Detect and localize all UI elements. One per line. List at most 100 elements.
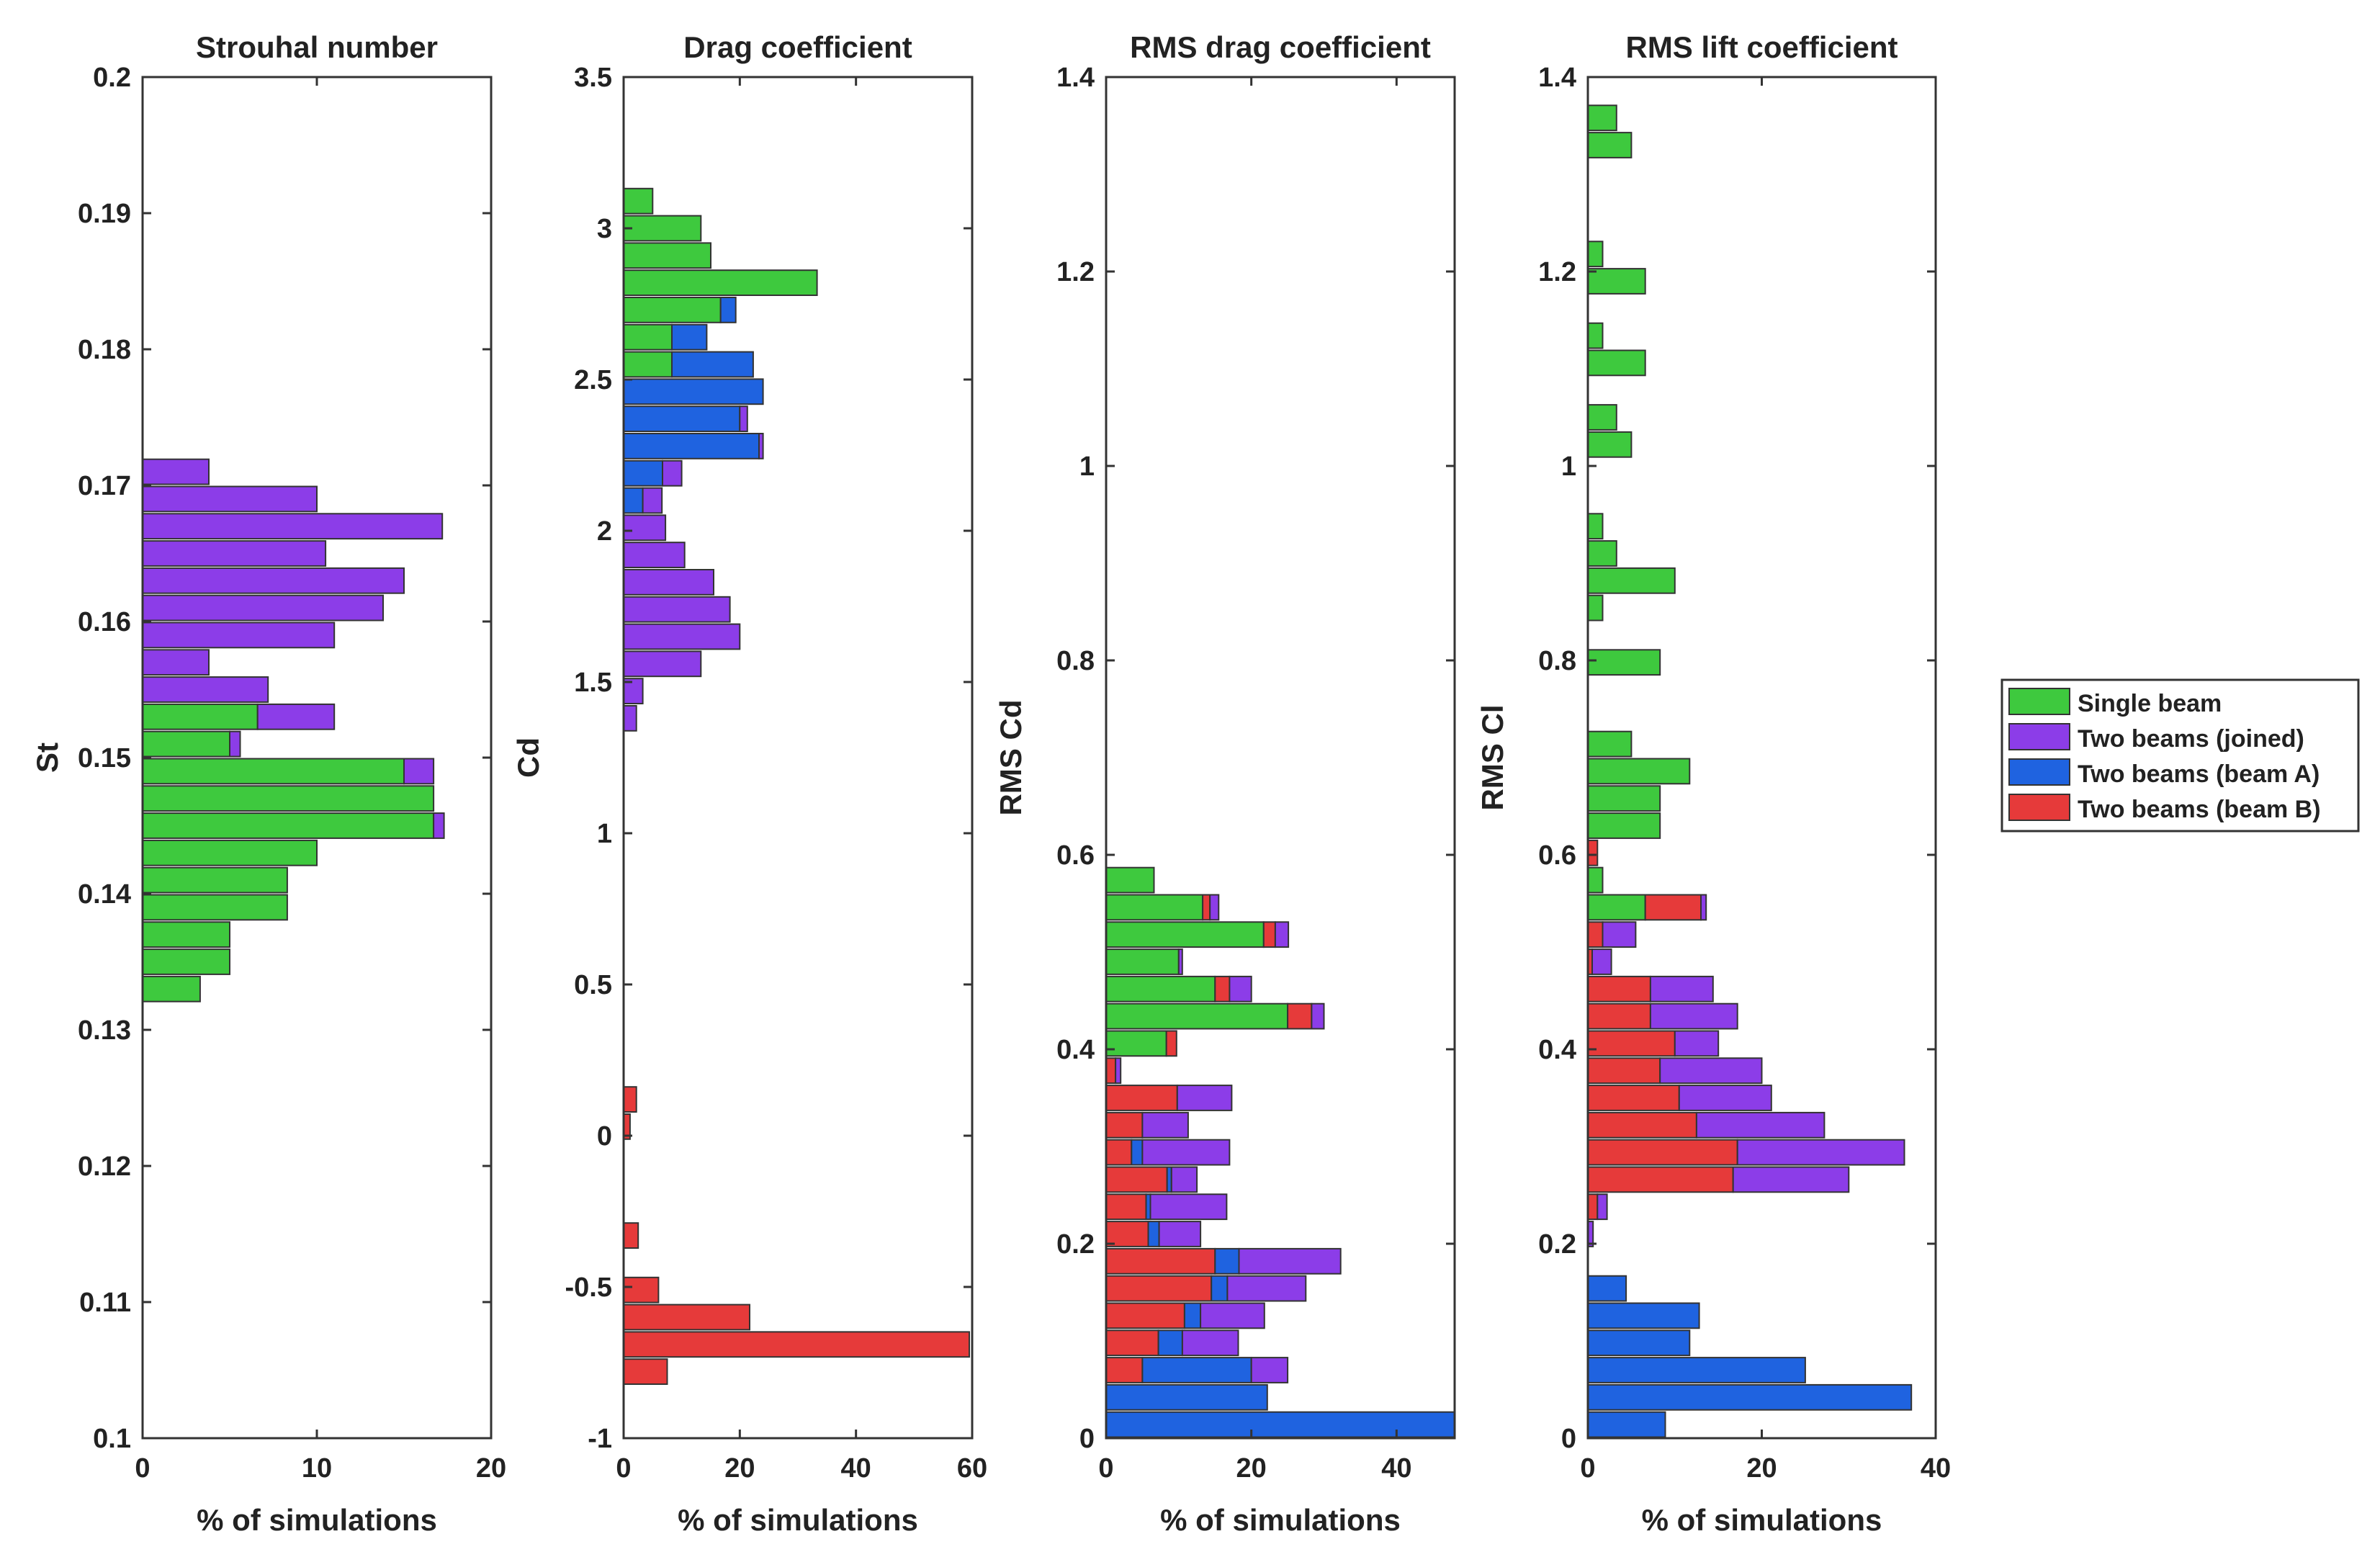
legend-item-two-beams-joined: Two beams (joined) <box>2008 723 2304 753</box>
bar-segment-single <box>1587 132 1633 158</box>
bar-segment-beamB <box>1587 1193 1599 1221</box>
bar-segment-joined <box>1177 948 1183 975</box>
bar-segment-joined <box>1200 1302 1265 1329</box>
bar-segment-beamA <box>623 487 644 514</box>
y-tick-label: 1.5 <box>574 668 612 698</box>
bar-segment-single <box>623 323 673 351</box>
bars-drag <box>623 187 970 1385</box>
bar-segment-joined <box>1149 1193 1228 1221</box>
x-tick-label: 0 <box>616 1453 631 1484</box>
bar-segment-single <box>142 785 435 812</box>
bar-segment-joined <box>1209 894 1220 921</box>
axis-ticks: 0.1 0.11 0.12 0.13 0.14 0.15 0.16 0.17 0.18 0.19 0… <box>78 63 506 1484</box>
y-tick-label: 1.2 <box>1538 257 1576 287</box>
x-axis-label: % of simulations <box>678 1503 918 1537</box>
y-tick-label: 0.1 <box>93 1424 131 1454</box>
bar-segment-beamA <box>623 433 760 459</box>
axis-ticks: -1 -0.5 0 0.5 1 1.5 2 2.5 3 3.5 0 20 40 60 <box>565 63 988 1484</box>
bar-segment-joined <box>1238 1247 1342 1275</box>
x-tick-label: 60 <box>957 1453 987 1484</box>
bar-segment-joined <box>1700 894 1707 921</box>
bar-segment-joined <box>403 758 435 785</box>
panel-title: Drag coefficient <box>683 30 912 64</box>
bar-segment-beamB <box>1214 975 1231 1002</box>
x-tick-label: 40 <box>841 1453 871 1484</box>
bar-segment-beamA <box>1587 1411 1666 1438</box>
bar-segment-single <box>1587 894 1646 921</box>
y-tick-label: 1 <box>1079 452 1095 482</box>
x-tick-label: 20 <box>1236 1453 1267 1484</box>
legend-item-two-beams-beam-a: Two beams (beam A) <box>2008 758 2320 788</box>
bar-segment-single <box>142 975 201 1002</box>
bar-segment-beamA <box>1141 1357 1252 1383</box>
x-axis-label: % of simulations <box>197 1503 437 1537</box>
panel-title: Strouhal number <box>196 30 438 64</box>
bar-segment-single <box>1587 730 1633 758</box>
y-tick-label: -0.5 <box>565 1273 612 1303</box>
panel-drag-coefficient: -1 -0.5 0 0.5 1 1.5 2 2.5 3 3.5 0 20 40 60 Drag coeff… <box>511 30 987 1537</box>
y-tick-label: 3 <box>597 214 612 244</box>
bar-segment-joined <box>623 705 637 732</box>
y-tick-label: 1.2 <box>1056 257 1095 287</box>
bar-segment-beamA <box>1166 1166 1172 1193</box>
bar-segment-single <box>1587 758 1691 785</box>
y-tick-label: 0.19 <box>78 199 131 229</box>
bar-segment-beamB <box>623 1358 668 1385</box>
bar-segment-beamB <box>1287 1002 1313 1030</box>
y-tick-label: 0.2 <box>1538 1229 1576 1260</box>
bar-segment-beamA <box>623 378 764 405</box>
legend-swatch-single <box>2008 688 2070 715</box>
bar-segment-joined <box>1250 1357 1289 1383</box>
legend-swatch-beam-a <box>2008 758 2070 786</box>
bar-segment-single <box>1105 948 1180 975</box>
bar-segment-beamB <box>1587 1002 1651 1030</box>
x-tick-label: 10 <box>302 1453 332 1484</box>
bar-segment-single <box>1105 921 1265 948</box>
legend-item-two-beams-beam-b: Two beams (beam B) <box>2008 794 2321 823</box>
bar-segment-joined <box>142 485 318 513</box>
y-tick-label: 0.2 <box>93 63 131 93</box>
axes-frame <box>622 76 974 1440</box>
bar-segment-single <box>623 269 818 297</box>
bar-segment-single <box>142 812 435 839</box>
x-tick-label: 0 <box>1098 1453 1113 1484</box>
bar-segment-beamB <box>1587 1139 1738 1166</box>
bar-segment-beamA <box>1105 1411 1455 1438</box>
bar-segment-beamA <box>1147 1221 1160 1247</box>
bar-segment-beamB <box>623 1331 970 1358</box>
panel-rms-lift-coefficient: 0 0.2 0.4 0.6 0.8 1 1.2 1.4 0 20 40 RMS lift coeff… <box>1476 30 1951 1537</box>
bar-segment-single <box>1105 894 1204 921</box>
bar-segment-joined <box>1674 1030 1720 1057</box>
bar-segment-beamB <box>1587 1085 1680 1111</box>
bar-segment-beamA <box>1587 1275 1627 1302</box>
bar-segment-beamB <box>1644 894 1702 921</box>
bar-segment-beamB <box>1105 1111 1144 1139</box>
y-tick-label: 0.6 <box>1538 840 1576 871</box>
y-tick-label: 0.4 <box>1056 1035 1095 1065</box>
bar-segment-single <box>623 351 673 378</box>
bar-segment-beamB <box>623 1276 660 1304</box>
y-axis-label: RMS Cd <box>994 700 1028 816</box>
y-axis-label: Cd <box>511 737 545 778</box>
bar-segment-joined <box>642 487 663 514</box>
bar-segment-beamB <box>1587 839 1599 866</box>
bar-segment-joined <box>1115 1057 1122 1085</box>
panel-rms-drag-coefficient: 0 0.2 0.4 0.6 0.8 1 1.2 1.4 0 20 40 RMS drag coeff… <box>994 30 1456 1537</box>
bar-segment-joined <box>256 703 336 730</box>
bar-segment-beamA <box>1587 1383 1913 1411</box>
bar-segment-single <box>142 948 230 975</box>
legend-swatch-joined <box>2008 723 2070 750</box>
bars-strouhal <box>142 458 445 1002</box>
bar-segment-joined <box>623 514 667 542</box>
bar-segment-beamB <box>1587 1057 1661 1085</box>
bar-segment-joined <box>1695 1111 1826 1139</box>
bar-segment-single <box>142 894 288 921</box>
bar-segment-single <box>142 758 405 785</box>
bar-segment-single <box>1587 540 1617 567</box>
bar-segment-beamB <box>1105 1057 1117 1085</box>
bar-segment-beamB <box>1105 1166 1168 1193</box>
bar-segment-single <box>1587 431 1633 458</box>
bar-segment-single <box>142 703 259 730</box>
bar-segment-beamA <box>1211 1275 1229 1302</box>
